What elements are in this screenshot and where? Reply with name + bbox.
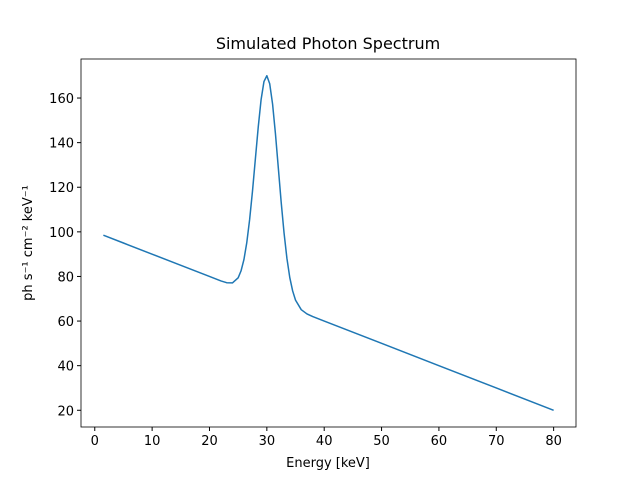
y-tick-label: 100 bbox=[49, 226, 74, 241]
x-tick-label: 80 bbox=[545, 434, 562, 449]
y-tick-label: 120 bbox=[49, 181, 74, 196]
y-axis-label: ph s⁻¹ cm⁻² keV⁻¹ bbox=[21, 185, 36, 301]
x-tick-label: 70 bbox=[488, 434, 505, 449]
data-line bbox=[103, 74, 554, 411]
chart-title: Simulated Photon Spectrum bbox=[216, 34, 440, 53]
y-tick-label: 40 bbox=[57, 360, 74, 375]
x-tick-label: 60 bbox=[431, 434, 448, 449]
plot-frame bbox=[80, 58, 577, 428]
x-tick-label: 0 bbox=[91, 434, 99, 449]
y-tick-label: 20 bbox=[57, 404, 74, 419]
x-tick-label: 10 bbox=[144, 434, 161, 449]
y-tick-label: 80 bbox=[57, 270, 74, 285]
x-tick-label: 20 bbox=[201, 434, 218, 449]
x-tick-label: 50 bbox=[373, 434, 390, 449]
y-tick-label: 60 bbox=[57, 315, 74, 330]
y-tick-label: 140 bbox=[49, 137, 74, 152]
x-tick-label: 40 bbox=[316, 434, 333, 449]
x-axis-label: Energy [keV] bbox=[286, 456, 370, 471]
x-tick-label: 30 bbox=[259, 434, 276, 449]
y-tick-label: 160 bbox=[49, 92, 74, 107]
